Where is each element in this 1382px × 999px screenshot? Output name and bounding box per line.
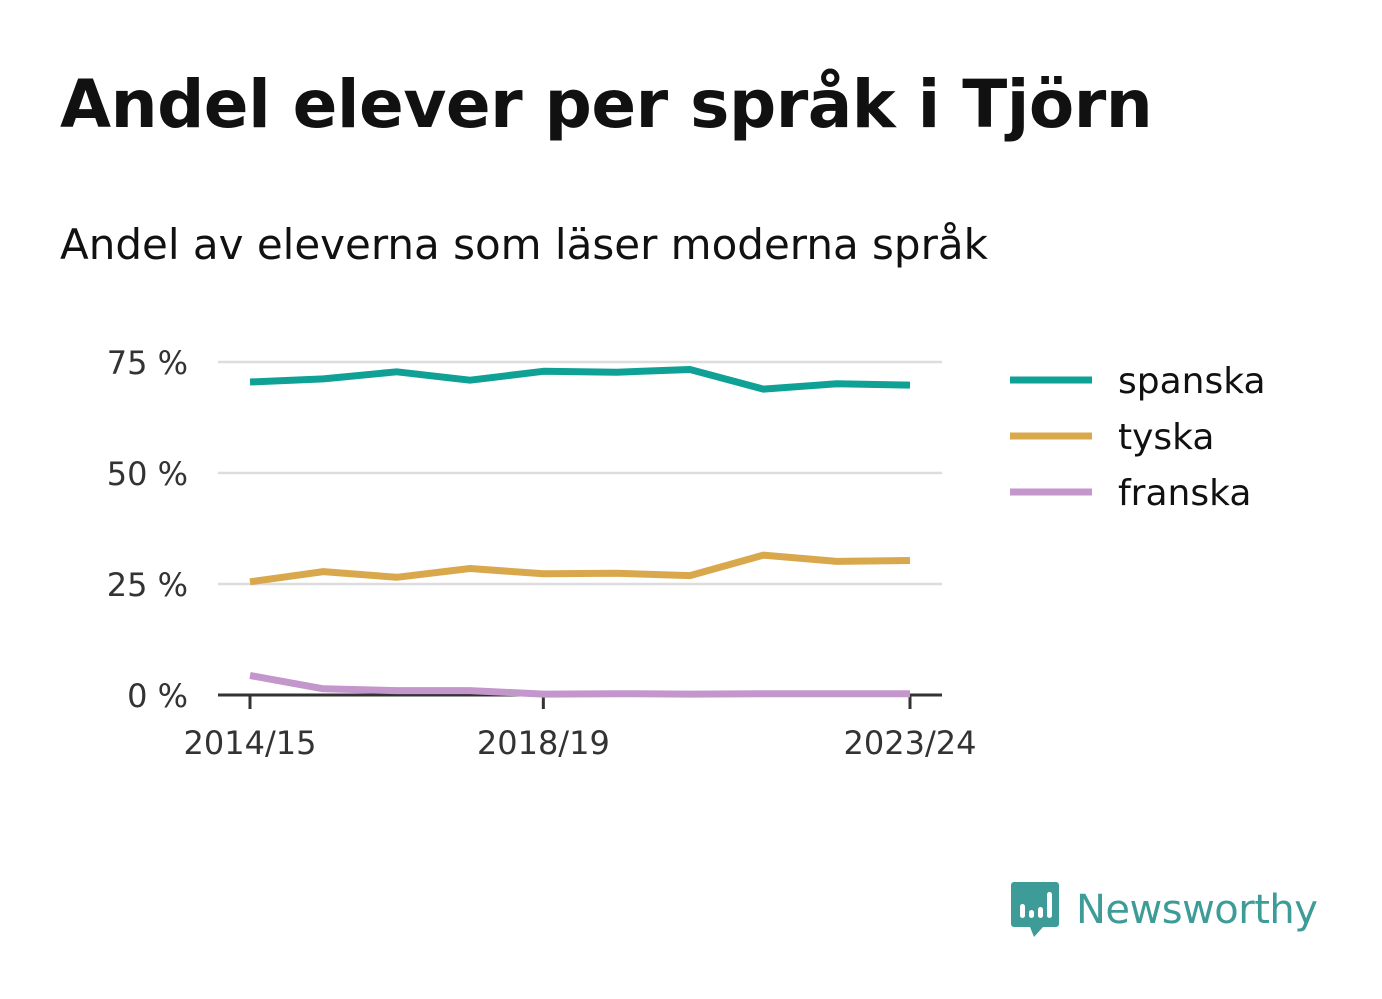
x-tick-label: 2023/24 — [844, 724, 977, 762]
series-line-franska — [249, 672, 910, 698]
logo-bar-1 — [1020, 904, 1025, 918]
legend-label-franska: franska — [1118, 473, 1251, 514]
chart-subtitle: Andel av eleverna som läser moderna språ… — [60, 220, 988, 269]
logo-bar-4 — [1047, 892, 1052, 918]
y-tick-label: 75 % — [107, 344, 188, 382]
axes: 0 % 25 % 50 % 75 % 2014/15 2018/19 2023/24 — [107, 344, 977, 762]
legend: spanska tyska franska — [1010, 361, 1266, 514]
logo-bar-3 — [1038, 907, 1043, 918]
series-line-spanska — [249, 366, 911, 393]
series-lines — [249, 366, 911, 698]
legend-label-tyska: tyska — [1118, 417, 1214, 458]
series-line-tyska — [249, 551, 911, 586]
legend-label-spanska: spanska — [1118, 361, 1266, 402]
y-tick-label: 0 % — [127, 677, 188, 715]
chart-title: Andel elever per språk i Tjörn — [60, 66, 1153, 143]
grid-lines — [218, 360, 942, 586]
x-tick-label: 2018/19 — [477, 724, 610, 762]
logo-bar-2 — [1029, 910, 1034, 918]
y-tick-label: 25 % — [107, 566, 188, 604]
x-tick-label: 2014/15 — [184, 724, 317, 762]
brand-name: Newsworthy — [1076, 887, 1318, 933]
newsworthy-brand: Newsworthy — [1010, 878, 1318, 942]
newsworthy-logo-icon — [1011, 882, 1059, 937]
y-tick-label: 50 % — [107, 455, 188, 493]
